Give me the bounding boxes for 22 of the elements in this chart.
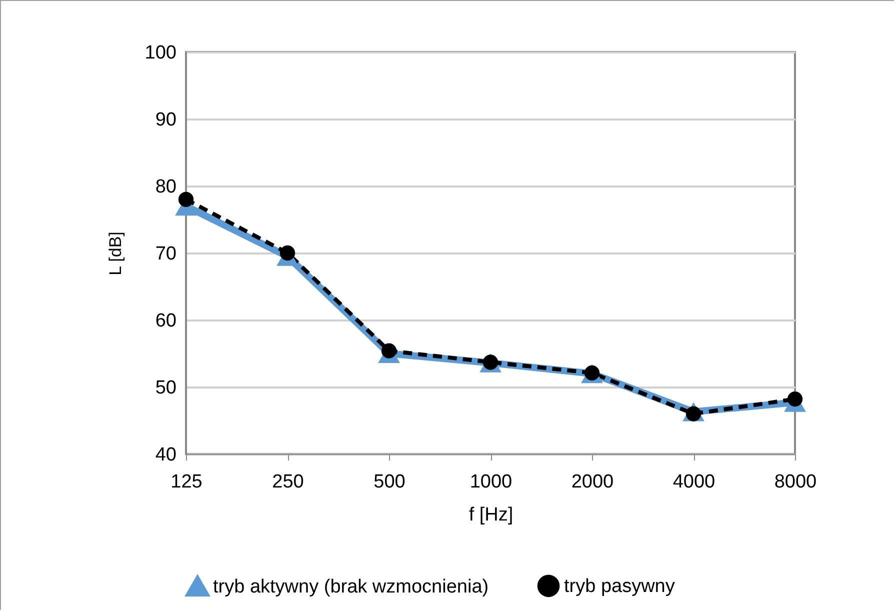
x-axis-title: f [Hz] [468,504,514,526]
point [381,343,397,358]
y-tick-label: 70 [155,244,176,264]
x-tick-label: 8000 [774,472,817,492]
point [280,245,296,261]
x-tick-label: 125 [170,472,202,492]
y-tick-label: 90 [155,110,176,130]
point [787,391,803,407]
x-tick-label: 4000 [672,472,716,492]
point [178,192,194,207]
legend-label: tryb pasywny [564,576,676,597]
y-tick-label: 100 [144,42,176,64]
y-axis-title: L [dB] [106,232,125,276]
legend-label: tryb aktywny (brak wzmocnienia) [213,576,489,598]
x-tick-label: 2000 [571,472,614,492]
x-tick-label: 250 [272,472,304,492]
x-tick-label: 1000 [470,472,512,492]
y-tick-label: 40 [155,444,176,466]
x-tick-label: 500 [374,472,406,492]
y-tick-label: 60 [155,310,176,332]
y-tick-label: 80 [155,176,176,198]
y-tick-label: 50 [155,378,176,398]
